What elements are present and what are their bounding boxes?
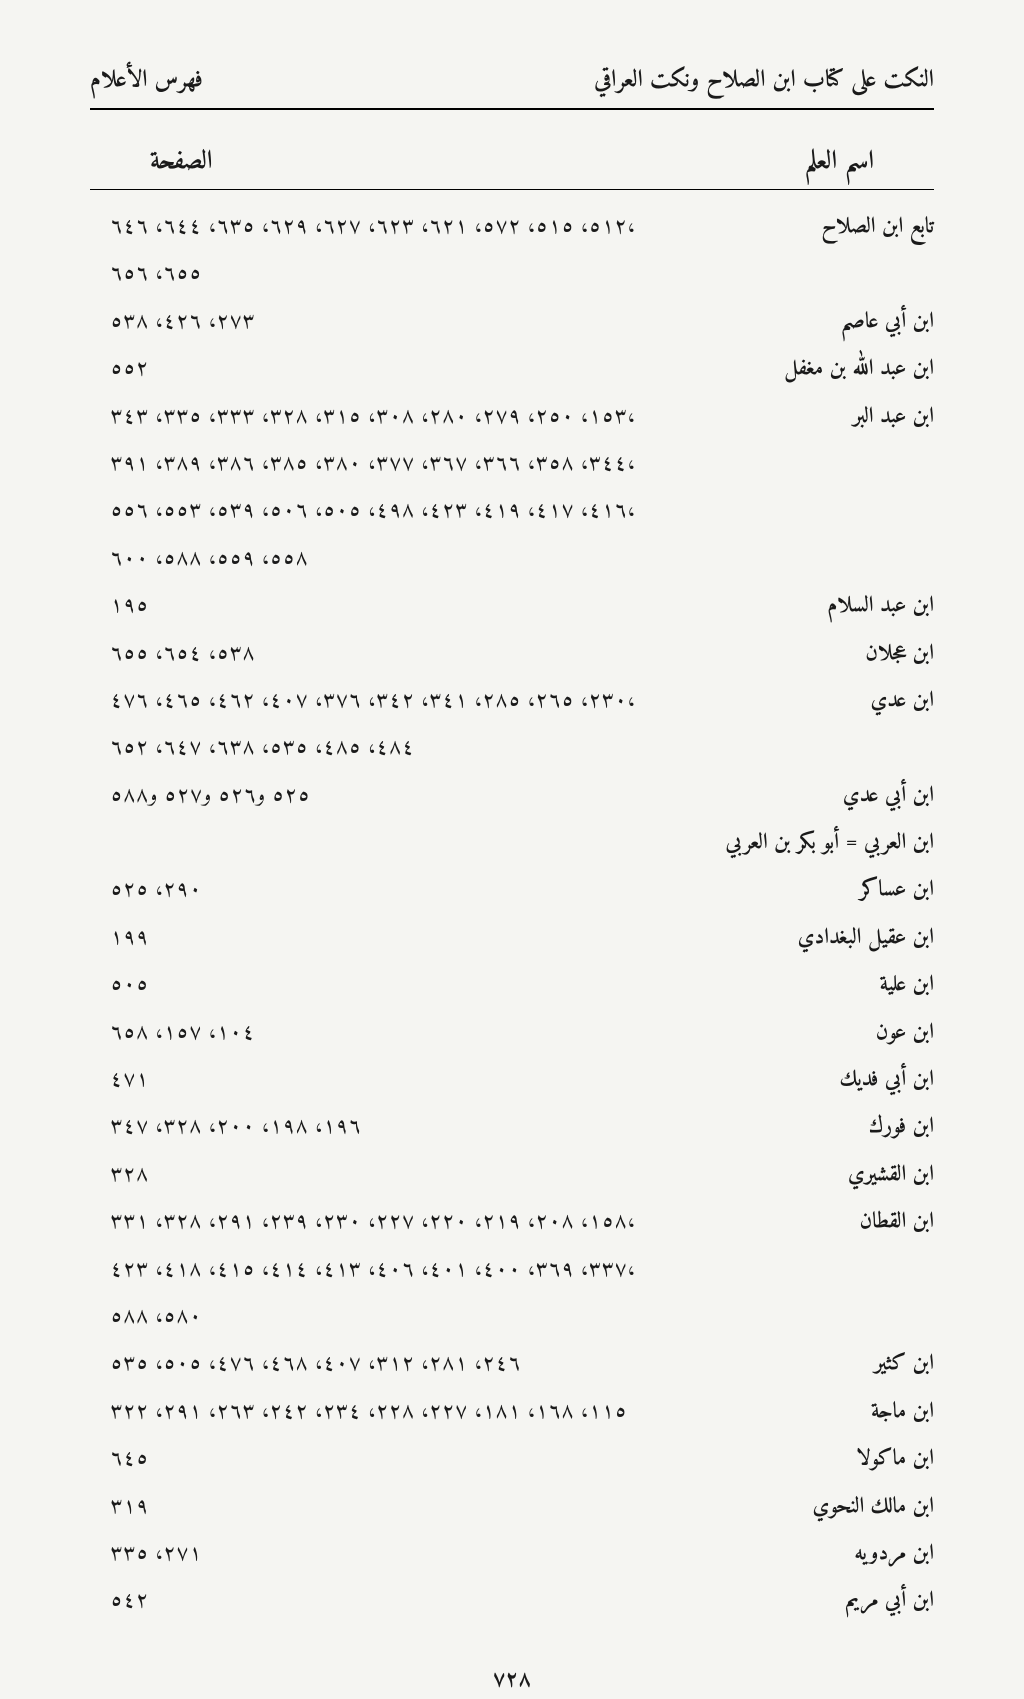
- entry-pages: ٣٢٨: [90, 1156, 848, 1193]
- entry-name: ابن فورك: [869, 1108, 934, 1145]
- entry-name: ابن أبي فديك: [839, 1061, 934, 1098]
- entry-pages: ٥٥٢: [90, 350, 784, 387]
- entry-name: ابن عجلان: [865, 635, 934, 672]
- entry-pages: ١٥٨، ٢٠٨، ٢١٩، ٢٢٠، ٢٢٧، ٢٣٠، ٢٣٩، ٢٩١، …: [90, 1203, 860, 1240]
- index-entry: ابن عدي٢٣٠، ٢٦٥، ٢٨٥، ٣٤١، ٣٤٢، ٣٧٦، ٤٠٧…: [90, 682, 934, 719]
- column-page: الصفحة: [150, 140, 213, 185]
- entry-name: ابن أبي عدي: [843, 777, 934, 814]
- index-entry: ابن ماجة١١٥، ١٦٨، ١٨١، ٢٢٧، ٢٢٨، ٢٣٤، ٢٤…: [90, 1393, 934, 1430]
- index-entry: ابن عجلان٥٣٨، ٦٥٤، ٦٥٥: [90, 635, 934, 672]
- entry-pages-continuation: ٣٤٤، ٣٥٨، ٣٦٦، ٣٦٧، ٣٧٧، ٣٨٠، ٣٨٥، ٣٨٦، …: [90, 445, 934, 482]
- entry-pages: ١٠٤، ١٥٧، ٦٥٨: [90, 1014, 876, 1051]
- entry-name: ابن عبد السلام: [827, 587, 934, 624]
- index-entry: ابن عبد البر١٥٣، ٢٥٠، ٢٧٩، ٢٨٠، ٣٠٨، ٣١٥…: [90, 398, 934, 435]
- index-entries: تابع ابن الصلاح٥١٢، ٥١٥، ٥٧٢، ٦٢١، ٦٢٣، …: [90, 208, 934, 1620]
- index-entry: ابن علية٥٠٥: [90, 966, 934, 1003]
- entry-name: ابن عون: [876, 1014, 934, 1051]
- entry-name: ابن القطان: [860, 1203, 934, 1240]
- index-entry: ابن أبي عاصم٢٧٣، ٤٢٦، ٥٣٨: [90, 303, 934, 340]
- entry-pages-continuation: ٤١٦، ٤١٧، ٤١٩، ٤٢٣، ٤٩٨، ٥٠٥، ٥٠٦، ٥٣٩، …: [90, 492, 934, 529]
- entry-pages: ٥٤٢: [90, 1582, 845, 1619]
- book-title: النكت على كتاب ابن الصلاح ونكت العراقي: [594, 60, 934, 102]
- index-entry: ابن عقيل البغدادي١٩٩: [90, 919, 934, 956]
- entry-name: ابن علية: [880, 966, 934, 1003]
- entry-name: ابن عبد البر: [853, 398, 934, 435]
- entry-name: ابن ماكولا: [856, 1440, 934, 1477]
- entry-name: ابن عدي: [870, 682, 934, 719]
- entry-pages-continuation: ٦٥٥، ٦٥٦: [90, 255, 934, 292]
- entry-pages-continuation: ٥٨٠، ٥٨٨: [90, 1298, 934, 1335]
- index-entry: ابن القطان١٥٨، ٢٠٨، ٢١٩، ٢٢٠، ٢٢٧، ٢٣٠، …: [90, 1203, 934, 1240]
- entry-pages: ١٩٦، ١٩٨، ٢٠٠، ٣٢٨، ٣٤٧: [90, 1108, 869, 1145]
- index-entry: ابن أبي فديك٤٧١: [90, 1061, 934, 1098]
- entry-name: ابن مردويه: [854, 1535, 934, 1572]
- index-entry: ابن ماكولا٦٤٥: [90, 1440, 934, 1477]
- index-entry: ابن مردويه٢٧١، ٣٣٥: [90, 1535, 934, 1572]
- entry-name: ابن عقيل البغدادي: [798, 919, 934, 956]
- entry-pages-continuation: ٤٨٤، ٤٨٥، ٥٣٥، ٦٣٨، ٦٤٧، ٦٥٢: [90, 729, 934, 766]
- entry-pages: ٥١٢، ٥١٥، ٥٧٢، ٦٢١، ٦٢٣، ٦٢٧، ٦٢٩، ٦٣٥، …: [90, 208, 821, 245]
- entry-pages-continuation: ٣٣٧، ٣٦٩، ٤٠٠، ٤٠١، ٤٠٦، ٤١٣، ٤١٤، ٤١٥، …: [90, 1251, 934, 1288]
- page-number: ٧٢٨: [90, 1660, 934, 1699]
- entry-pages-continuation: ٥٥٨، ٥٥٩، ٥٨٨، ٦٠٠: [90, 540, 934, 577]
- entry-name: ابن القشيري: [848, 1156, 934, 1193]
- index-entry: ابن أبي مريم٥٤٢: [90, 1582, 934, 1619]
- index-entry: ابن عبد الله بن مغفل٥٥٢: [90, 350, 934, 387]
- entry-name: ابن ماجة: [871, 1393, 934, 1430]
- entry-pages: ٥٠٥: [90, 966, 880, 1003]
- entry-name: تابع ابن الصلاح: [821, 208, 934, 245]
- entry-pages: ٤٧١: [90, 1061, 839, 1098]
- entry-pages: ٣١٩: [90, 1488, 812, 1525]
- index-entry: ابن عون١٠٤، ١٥٧، ٦٥٨: [90, 1014, 934, 1051]
- index-entry: ابن أبي عدي٥٢٥ و٥٢٦ و٥٢٧ و٥٨٨: [90, 777, 934, 814]
- section-title: فهرس الأعلام: [90, 60, 203, 102]
- entry-name: ابن أبي عاصم: [841, 303, 934, 340]
- entry-pages: ٥٣٨، ٦٥٤، ٦٥٥: [90, 635, 865, 672]
- entry-name: ابن أبي مريم: [845, 1582, 934, 1619]
- index-entry: ابن كثير٢٤٦، ٢٨١، ٣١٢، ٤٠٧، ٤٦٨، ٤٧٦، ٥٠…: [90, 1345, 934, 1382]
- column-name: اسم العلم: [805, 140, 874, 185]
- entry-pages: ٢٩٠، ٥٢٥: [90, 871, 860, 908]
- entry-name: ابن مالك النحوي: [812, 1488, 934, 1525]
- entry-name: ابن عساكر: [860, 871, 934, 908]
- index-entry: ابن مالك النحوي٣١٩: [90, 1488, 934, 1525]
- header-rule: [90, 108, 934, 110]
- entry-name: ابن كثير: [874, 1345, 934, 1382]
- entry-pages: ١١٥، ١٦٨، ١٨١، ٢٢٧، ٢٢٨، ٢٣٤، ٢٤٢، ٢٦٣، …: [90, 1393, 871, 1430]
- entry-pages: ٥٢٥ و٥٢٦ و٥٢٧ و٥٨٨: [90, 777, 843, 814]
- index-entry: ابن فورك١٩٦، ١٩٨، ٢٠٠، ٣٢٨، ٣٤٧: [90, 1108, 934, 1145]
- index-table-header: اسم العلم الصفحة: [90, 140, 934, 190]
- entry-pages: ١٥٣، ٢٥٠، ٢٧٩، ٢٨٠، ٣٠٨، ٣١٥، ٣٢٨، ٣٣٣، …: [90, 398, 853, 435]
- index-entry: ابن القشيري٣٢٨: [90, 1156, 934, 1193]
- index-entry: ابن العربي = أبو بكر بن العربي: [90, 824, 934, 861]
- entry-name: ابن العربي = أبو بكر بن العربي: [726, 824, 934, 861]
- entry-name: ابن عبد الله بن مغفل: [784, 350, 934, 387]
- entry-pages: ٦٤٥: [90, 1440, 856, 1477]
- entry-pages: ٢٣٠، ٢٦٥، ٢٨٥، ٣٤١، ٣٤٢، ٣٧٦، ٤٠٧، ٤٦٢، …: [90, 682, 870, 719]
- index-entry: ابن عبد السلام١٩٥: [90, 587, 934, 624]
- page-header: النكت على كتاب ابن الصلاح ونكت العراقي ف…: [90, 60, 934, 102]
- index-entry: ابن عساكر٢٩٠، ٥٢٥: [90, 871, 934, 908]
- entry-pages: ٢٧١، ٣٣٥: [90, 1535, 854, 1572]
- entry-pages: ٢٤٦، ٢٨١، ٣١٢، ٤٠٧، ٤٦٨، ٤٧٦، ٥٠٥، ٥٣٥: [90, 1345, 874, 1382]
- entry-pages: ٢٧٣، ٤٢٦، ٥٣٨: [90, 303, 841, 340]
- entry-pages: ١٩٩: [90, 919, 798, 956]
- entry-pages: ١٩٥: [90, 587, 827, 624]
- index-entry: تابع ابن الصلاح٥١٢، ٥١٥، ٥٧٢، ٦٢١، ٦٢٣، …: [90, 208, 934, 245]
